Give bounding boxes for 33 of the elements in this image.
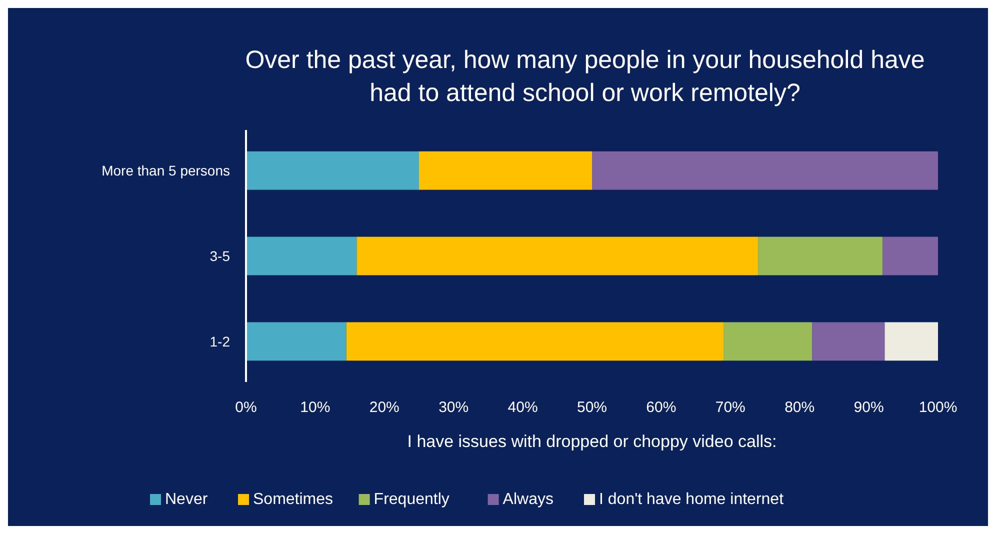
bar: [419, 151, 592, 190]
x-axis-title: I have issues with dropped or choppy video calls:: [407, 432, 777, 451]
y-tick-label: More than 5 persons: [102, 162, 230, 179]
legend-label: Never: [165, 491, 208, 508]
legend-label: Always: [502, 491, 554, 508]
y-tick-label: 3-5: [210, 248, 230, 264]
legend-label: I don't have home internet: [599, 491, 784, 508]
x-tick-label: 50%: [576, 399, 608, 416]
x-tick-label: 70%: [715, 399, 746, 416]
x-tick-label: 80%: [784, 399, 815, 416]
chart-title: Over the past year, how many people in your household have had to attend school or work remotely?: [245, 46, 925, 107]
bar: [812, 322, 885, 361]
legend-label: Frequently: [374, 491, 450, 508]
y-tick-label: 1-2: [210, 333, 230, 350]
x-tick-label: 10%: [300, 399, 330, 416]
bar: [882, 236, 938, 276]
x-tick-label: 40%: [508, 399, 538, 416]
x-tick-label: 60%: [646, 399, 676, 416]
bar: [346, 322, 724, 361]
x-tick-label: 100%: [918, 399, 958, 416]
legend-label: Sometimes: [253, 491, 334, 508]
x-tick-label: 20%: [369, 399, 400, 416]
x-tick-label: 90%: [854, 399, 884, 416]
bar: [246, 322, 346, 361]
bar: [723, 322, 812, 361]
bar: [246, 236, 357, 276]
bar: [592, 151, 938, 190]
bar: [356, 236, 758, 276]
bar: [758, 236, 883, 276]
bar: [246, 151, 419, 190]
bar: [884, 322, 938, 361]
x-tick-label: 0%: [235, 399, 257, 416]
x-tick-label: 30%: [438, 399, 469, 416]
